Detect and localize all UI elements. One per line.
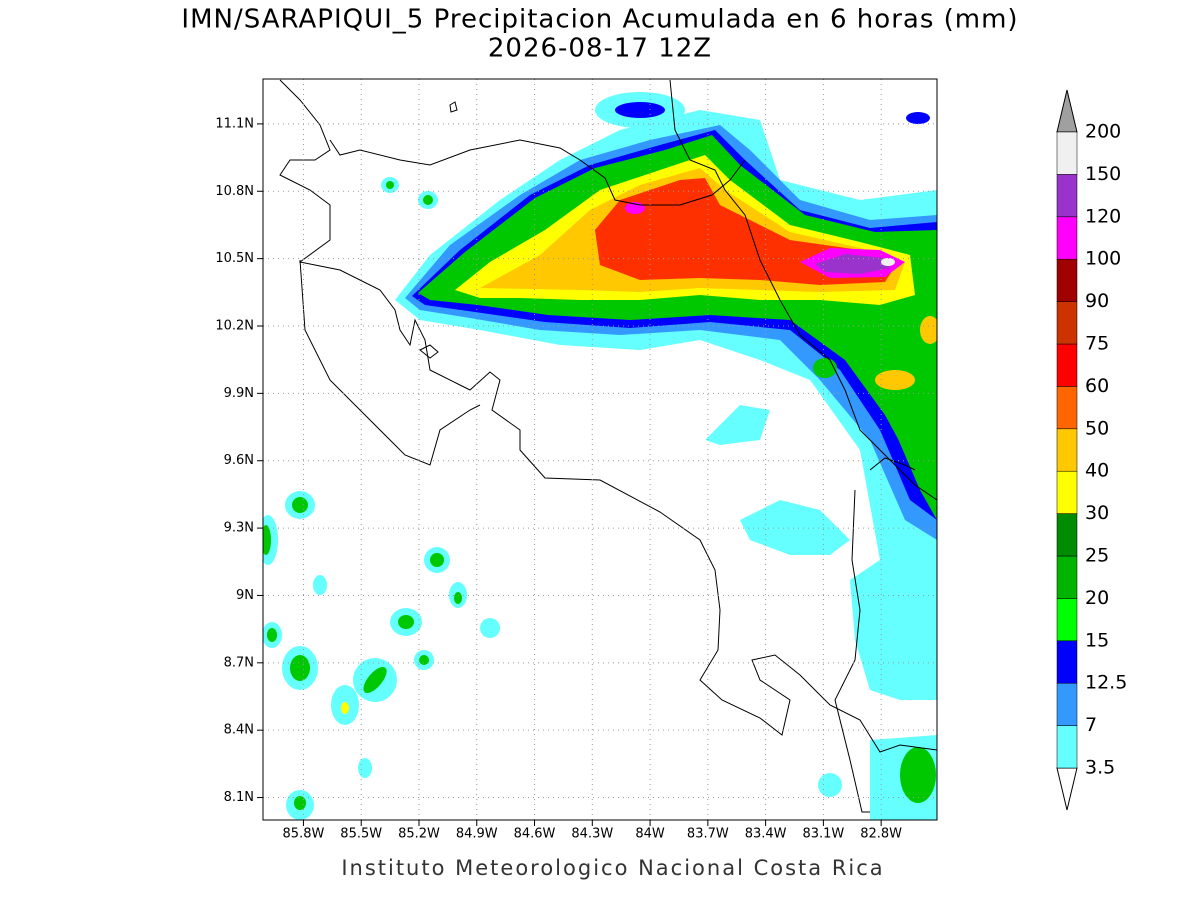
rain-max [881,258,895,266]
x-tick-label: 83.7W [687,827,729,842]
rain-3-5 [818,773,842,797]
subtitle: 2026-08-17 12Z [488,34,712,64]
y-tick-label: 8.1N [224,790,254,805]
colorbar-label: 40 [1085,460,1109,482]
rain-3-5 [850,560,937,700]
colorbar-label: 3.5 [1085,757,1115,779]
y-tick-label: 8.4N [224,723,254,738]
colorbar-box [1056,258,1078,302]
colorbar-box [1056,513,1078,557]
grid [263,79,937,820]
map-frame [262,78,938,821]
rain-15 [615,102,665,118]
colorbar-box [1056,216,1078,260]
y-tick-label: 8.7N [224,655,254,670]
colorbar-label: 25 [1085,545,1109,567]
x-tick-label: 85.8W [283,827,325,842]
x-tick-label: 84.3W [571,827,613,842]
colorbar-label: 120 [1085,205,1121,227]
colorbar-box [1056,131,1078,175]
y-tick-label: 11.1N [215,116,254,131]
x-tick-label: 85.5W [340,827,382,842]
rain-3-5 [705,405,770,445]
colorbar-box [1056,555,1078,599]
x-tick-label: 84.6W [514,827,556,842]
colorbar-box [1056,725,1078,769]
colorbar-over [1056,89,1078,133]
rain-15 [906,112,930,124]
rain-20 [418,135,937,500]
colorbar-label: 90 [1085,290,1109,312]
colorbar-label: 60 [1085,375,1109,397]
y-tick-label: 9N [236,588,254,603]
x-tick-label: 83.1W [802,827,844,842]
coastline [279,79,937,813]
colorbar-label: 12.5 [1085,672,1127,694]
y-tick-label: 9.3N [224,521,254,536]
colorbar-label: 15 [1085,629,1109,651]
colorbar-label: 30 [1085,502,1109,524]
colorbar-label: 7 [1085,714,1097,736]
rain-cells [263,177,500,820]
rain-20 [900,747,936,803]
title: IMN/SARAPIQUI_5 Precipitacion Acumulada … [181,5,1018,35]
axes: 85.8W 85.5W 85.2W 84.9W 84.6W 84.3W 84W 83.7W 83… [215,116,902,841]
colorbar: 3.5 7 12.5 15 20 25 30 40 50 60 75 90 100 120 150 200 [1056,89,1127,811]
colorbar-label: 200 [1085,121,1121,143]
colorbar-label: 20 [1085,587,1109,609]
colorbar-box [1056,598,1078,642]
rain-40 [875,370,915,390]
colorbar-box [1056,428,1078,472]
colorbar-box [1056,301,1078,345]
colorbar-box [1056,343,1078,387]
colorbar-label: 75 [1085,333,1109,355]
colorbar-box [1056,470,1078,514]
rain-3-5 [740,500,850,555]
rain-20 [813,358,837,378]
x-tick-label: 83.4W [745,827,787,842]
y-tick-label: 10.8N [215,184,254,199]
colorbar-label: 50 [1085,417,1109,439]
x-tick-label: 85.2W [398,827,440,842]
y-tick-label: 9.9N [224,386,254,401]
colorbar-label: 150 [1085,163,1121,185]
colorbar-under [1056,767,1078,811]
footer: Instituto Meteorologico Nacional Costa R… [341,856,884,880]
colorbar-box [1056,682,1078,726]
rain-40 [920,316,937,344]
x-tick-label: 84W [635,827,665,842]
y-tick-label: 9.6N [224,453,254,468]
y-tick-label: 10.2N [215,319,254,334]
colorbar-box [1056,386,1078,430]
colorbar-label: 100 [1085,248,1121,270]
y-tick-label: 10.5N [215,251,254,266]
x-tick-label: 84.9W [456,827,498,842]
colorbar-box [1056,174,1078,218]
rain-20 [860,310,937,520]
x-tick-label: 82.8W [860,827,902,842]
colorbar-box [1056,640,1078,684]
